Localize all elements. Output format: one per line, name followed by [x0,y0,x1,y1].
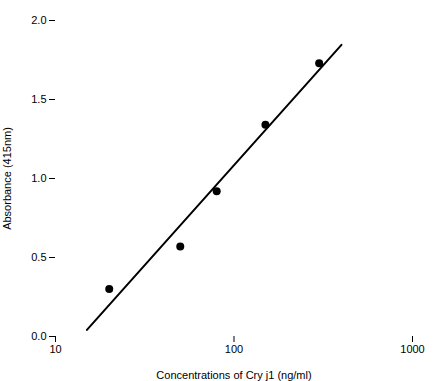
svg-text:10: 10 [49,343,61,355]
svg-text:1.0: 1.0 [31,172,46,184]
svg-text:1.5: 1.5 [31,93,46,105]
svg-text:1000: 1000 [400,343,424,355]
svg-text:2.0: 2.0 [31,14,46,26]
svg-text:0.0: 0.0 [31,330,46,342]
svg-text:Concentrations of Cry j1 (ng/m: Concentrations of Cry j1 (ng/ml) [156,369,311,381]
svg-text:100: 100 [225,343,243,355]
svg-text:0.5: 0.5 [31,251,46,263]
svg-text:Absorbance (415nm): Absorbance (415nm) [1,127,13,230]
